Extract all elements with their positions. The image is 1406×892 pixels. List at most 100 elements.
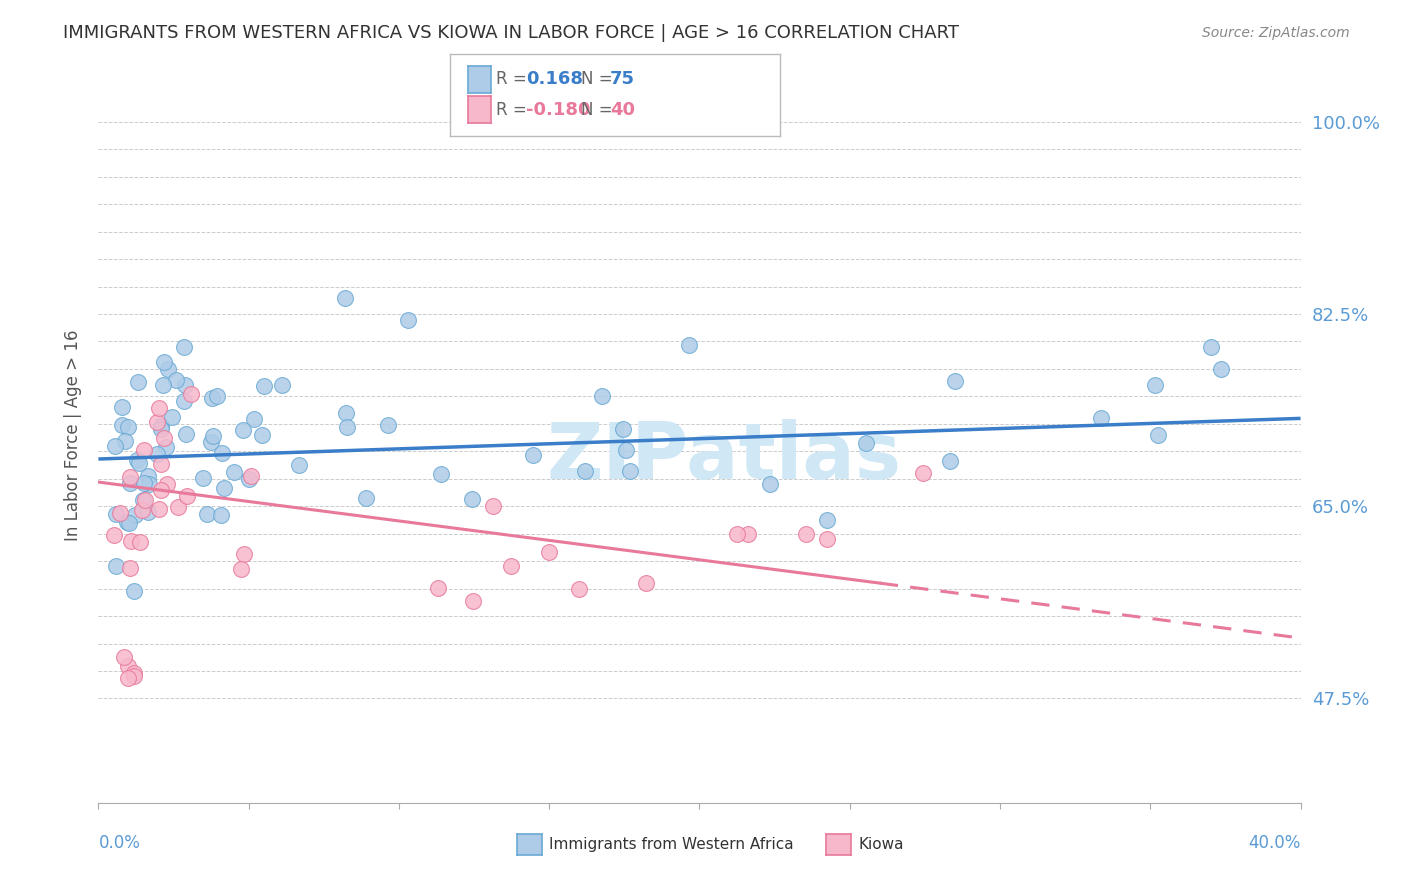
Point	[134, 443, 156, 458]
Point	[817, 532, 839, 546]
Point	[134, 475, 156, 490]
Point	[939, 453, 962, 467]
Point	[794, 526, 817, 541]
Point	[150, 483, 173, 498]
Point	[117, 671, 139, 685]
Point	[120, 534, 142, 549]
Point	[200, 434, 222, 449]
Point	[115, 515, 138, 529]
Point	[238, 473, 260, 487]
Point	[1147, 428, 1170, 442]
Point	[250, 427, 273, 442]
Point	[148, 501, 170, 516]
Point	[231, 562, 253, 576]
Text: IMMIGRANTS FROM WESTERN AFRICA VS KIOWA IN LABOR FORCE | AGE > 16 CORRELATION CH: IMMIGRANTS FROM WESTERN AFRICA VS KIOWA …	[63, 24, 959, 42]
Point	[195, 507, 218, 521]
Point	[150, 457, 173, 471]
Point	[212, 481, 235, 495]
Text: 0.0%: 0.0%	[98, 834, 141, 852]
Point	[104, 558, 127, 573]
Point	[122, 665, 145, 680]
Point	[180, 386, 202, 401]
Point	[131, 503, 153, 517]
Point	[111, 400, 134, 414]
Point	[201, 391, 224, 405]
Point	[127, 375, 149, 389]
Point	[737, 526, 759, 541]
Text: 40: 40	[610, 101, 636, 119]
Point	[156, 476, 179, 491]
Point	[335, 406, 357, 420]
Point	[122, 669, 145, 683]
Point	[1090, 411, 1112, 425]
Point	[136, 505, 159, 519]
Point	[855, 436, 877, 450]
Point	[725, 526, 748, 541]
Point	[155, 440, 177, 454]
Point	[619, 464, 641, 478]
Point	[253, 379, 276, 393]
Text: R =: R =	[496, 70, 527, 88]
Text: -0.180: -0.180	[526, 101, 591, 119]
Point	[501, 559, 523, 574]
Point	[132, 492, 155, 507]
Point	[138, 477, 160, 491]
Point	[427, 582, 450, 596]
Point	[1211, 362, 1233, 376]
Point	[612, 422, 634, 436]
Point	[574, 464, 596, 478]
Point	[461, 491, 484, 506]
Point	[108, 506, 131, 520]
Point	[678, 337, 700, 351]
Point	[759, 476, 782, 491]
Point	[134, 493, 156, 508]
Text: 75: 75	[610, 70, 636, 88]
Point	[125, 453, 148, 467]
Point	[118, 476, 141, 491]
Point	[104, 507, 127, 521]
Point	[482, 499, 505, 513]
Text: Immigrants from Western Africa: Immigrants from Western Africa	[550, 838, 793, 852]
Text: ZIPatlas: ZIPatlas	[546, 419, 901, 495]
Point	[112, 649, 135, 664]
Point	[429, 467, 451, 481]
Point	[152, 378, 174, 392]
Point	[176, 489, 198, 503]
Y-axis label: In Labor Force | Age > 16: In Labor Force | Age > 16	[63, 329, 82, 541]
Point	[165, 373, 187, 387]
Point	[943, 374, 966, 388]
Point	[174, 426, 197, 441]
Point	[616, 443, 638, 458]
Point	[211, 446, 233, 460]
Point	[145, 447, 167, 461]
Point	[174, 378, 197, 392]
Point	[522, 448, 544, 462]
Point	[288, 458, 311, 473]
Point	[568, 582, 591, 596]
Point	[118, 561, 141, 575]
Point	[354, 491, 377, 506]
Point	[114, 434, 136, 448]
Point	[128, 457, 150, 471]
Point	[129, 535, 152, 549]
Point	[1199, 340, 1222, 354]
Point	[117, 516, 139, 531]
Point	[461, 594, 484, 608]
Text: 40.0%: 40.0%	[1249, 834, 1301, 852]
Point	[160, 410, 183, 425]
Point	[110, 417, 132, 432]
Point	[138, 468, 160, 483]
Point	[103, 528, 125, 542]
Point	[243, 412, 266, 426]
Point	[149, 418, 172, 433]
Point	[124, 508, 146, 522]
Point	[333, 291, 356, 305]
Point	[336, 420, 359, 434]
Point	[815, 513, 838, 527]
Point	[146, 415, 169, 429]
Text: 0.168: 0.168	[526, 70, 583, 88]
Text: Kiowa: Kiowa	[858, 838, 904, 852]
Text: R =: R =	[496, 101, 527, 119]
Point	[150, 422, 173, 436]
Point	[270, 378, 292, 392]
